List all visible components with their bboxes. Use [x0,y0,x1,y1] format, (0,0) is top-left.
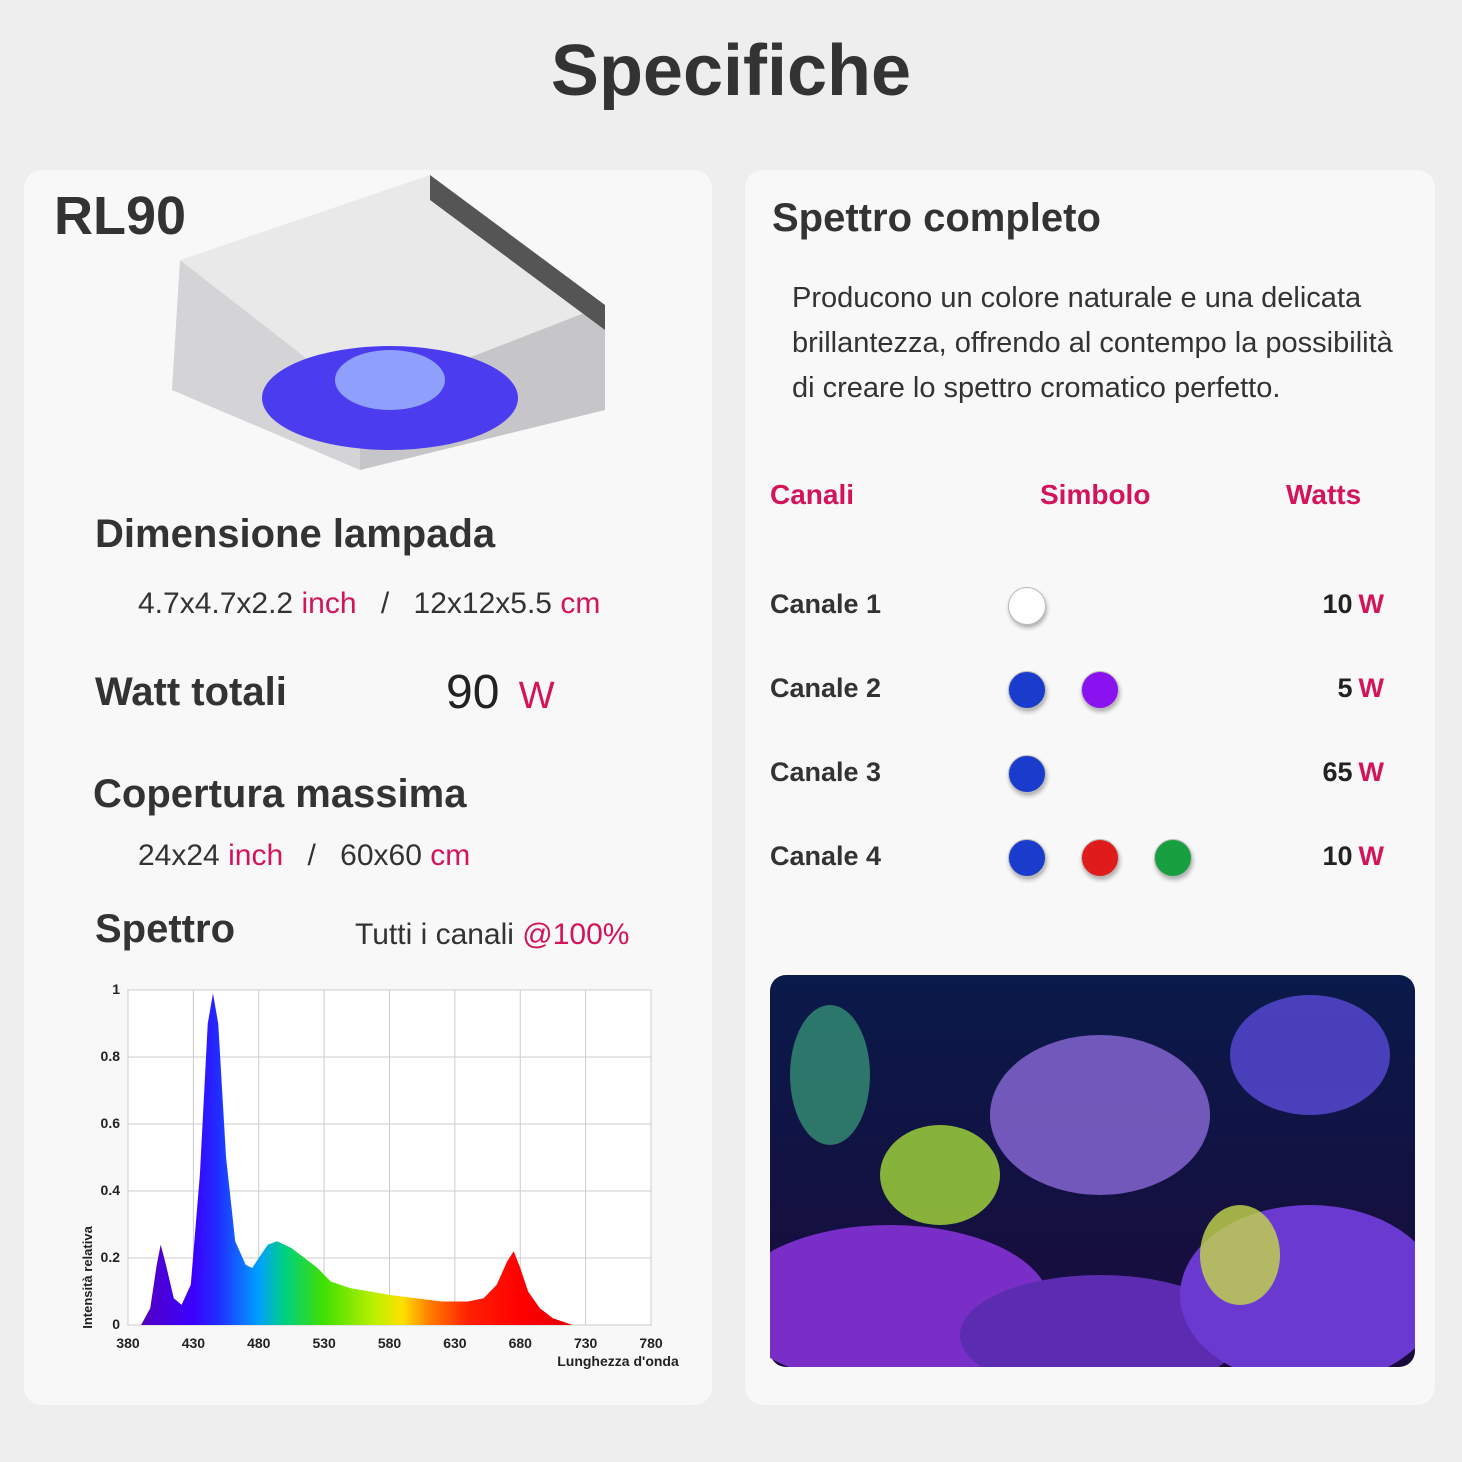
spectrum-chart: 0 0.2 0.4 0.6 0.8 1 380 430 480 530 580 630 680 730 78… [80,981,679,1369]
y-tick-label: 0.6 [101,1115,121,1131]
y-tick-label: 0.8 [101,1048,121,1064]
y-tick-label: 0.2 [101,1249,121,1265]
page-title: Specifiche [550,31,912,111]
table-header: Simbolo [1040,479,1151,510]
channel-name: Canale 1 [770,589,882,619]
channel-symbol [1154,839,1192,877]
watts-unit: W [1358,841,1384,871]
coverage-line: 24x24 inch / 60x60 cm [138,839,470,873]
section-label: Dimensione lampada [95,512,496,556]
channel-symbol [1008,587,1046,625]
section-label: Watt totali [95,670,287,714]
channel-watts: 65 W [1264,757,1384,788]
x-tick-label: 480 [247,1335,271,1351]
x-tick-label: 380 [116,1335,140,1351]
watts-value: 65 [1322,757,1353,787]
lamp-image [172,175,605,470]
channel-name: Canale 3 [770,757,882,787]
watts-value: 5 [1337,673,1353,703]
x-tick-label: 680 [509,1335,533,1351]
x-tick-label: 780 [639,1335,663,1351]
channel-symbol [1081,839,1119,877]
value: 4.7x4.7x2.2 [138,587,294,620]
dimension-line: 4.7x4.7x2.2 inch / 12x12x5.5 cm [138,587,600,621]
power-line: 90 W [446,665,555,720]
y-tick-label: 0 [112,1316,120,1332]
reef-image [770,975,1415,1367]
spectrum-note: Tutti i canali @100% [355,918,629,952]
value: 90 [446,666,500,719]
channel-symbol [1008,839,1046,877]
channel-symbol [1008,671,1046,709]
value: 60x60 [340,839,422,872]
watts-unit: W [1358,757,1384,787]
table-header: Watts [1286,479,1362,510]
unit: W [518,675,555,717]
y-tick-label: 1 [112,981,120,997]
note-accent: @100% [522,918,630,951]
x-tick-label: 580 [378,1335,402,1351]
watts-value: 10 [1322,589,1353,619]
separator: / [380,587,390,620]
x-tick-label: 630 [443,1335,467,1351]
unit: inch [301,587,357,620]
channel-symbol [1008,755,1046,793]
x-tick-label: 730 [574,1335,598,1351]
separator: / [307,839,316,872]
x-tick-label: 530 [312,1335,336,1351]
y-tick-label: 0.4 [101,1182,121,1198]
section-label: Spettro [95,907,235,951]
channel-name: Canale 4 [770,841,882,871]
channel-name: Canale 2 [770,673,882,703]
channel-watts: 10 W [1264,841,1384,872]
value: 12x12x5.5 [413,587,552,620]
watts-unit: W [1358,589,1384,619]
x-tick-label: 430 [182,1335,206,1351]
watts-unit: W [1358,673,1384,703]
section-label: Copertura massima [93,772,467,816]
description: Producono un colore naturale e una delic… [792,282,1393,404]
unit: cm [560,587,601,620]
x-axis-label: Lunghezza d'onda [557,1353,679,1369]
watts-value: 10 [1322,841,1353,871]
model-name: RL90 [54,186,187,246]
y-axis-label: Intensità relativa [80,1225,95,1328]
section-label: Spettro completo [772,196,1101,240]
note: Tutti i canali [355,918,514,951]
channel-symbol [1081,671,1119,709]
channel-watts: 10 W [1264,589,1384,620]
value: 24x24 [138,839,220,872]
unit: inch [228,839,284,872]
table-header: Canali [770,479,855,510]
unit: cm [430,839,471,872]
